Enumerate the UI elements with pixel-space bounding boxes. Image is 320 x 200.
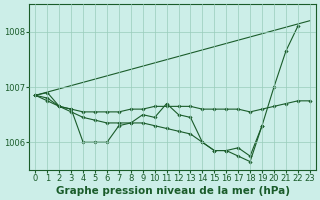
X-axis label: Graphe pression niveau de la mer (hPa): Graphe pression niveau de la mer (hPa) [56, 186, 290, 196]
